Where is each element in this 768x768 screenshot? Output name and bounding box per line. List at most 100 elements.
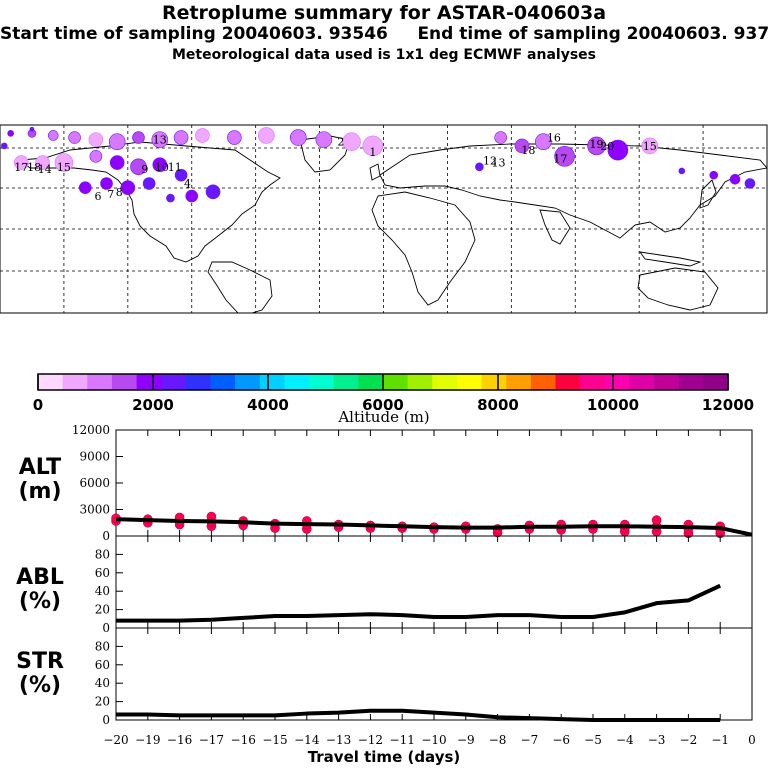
x-tick-label: 0 xyxy=(748,733,756,747)
plume-marker xyxy=(14,155,29,170)
coastline-greenland xyxy=(299,135,351,173)
alt-label-line2: (m) xyxy=(18,479,62,504)
plume-day-label: 2 xyxy=(337,136,344,149)
plume-marker xyxy=(132,131,145,144)
plume-day-label: 4 xyxy=(184,177,191,190)
plume-marker xyxy=(744,178,756,189)
colorbar-tick-label: 12000 xyxy=(702,396,754,414)
median-altitude-line xyxy=(115,517,753,537)
abl-label-line1: ABL xyxy=(16,565,64,590)
plume-marker xyxy=(89,150,103,163)
colorbar-segment xyxy=(654,374,680,390)
plume-marker xyxy=(173,130,189,145)
colorbar-segment xyxy=(210,374,236,390)
plume-day-label: 20 xyxy=(600,140,614,153)
colorbar-segment xyxy=(111,374,137,390)
plume-marker xyxy=(205,184,221,200)
x-tick-label: −17 xyxy=(199,733,224,747)
plume-day-label: 15 xyxy=(57,161,71,174)
plume-marker xyxy=(174,168,188,182)
coastline-europe-asia xyxy=(379,143,768,239)
plume-marker xyxy=(227,130,242,145)
plume-marker xyxy=(729,174,741,185)
plume-marker xyxy=(195,128,210,143)
plume-marker xyxy=(0,142,8,150)
series-line-2 xyxy=(116,708,721,722)
y-tick-label: 9000 xyxy=(79,450,110,464)
alt-label-line1: ALT xyxy=(18,455,62,480)
plume-day-label: 14 xyxy=(38,163,52,176)
colorbar-segment xyxy=(703,374,729,390)
colorbar-segment xyxy=(506,374,532,390)
coastline-north-america xyxy=(18,141,281,263)
y-tick-label: 60 xyxy=(95,658,110,672)
plume-day-label: 18 xyxy=(521,144,535,157)
plume-day-label: 17 xyxy=(553,152,567,165)
plume-day-label: 13 xyxy=(492,157,506,170)
x-axis-title: Travel time (days) xyxy=(307,748,461,766)
x-tick-label: −13 xyxy=(326,733,351,747)
x-tick-label: −12 xyxy=(358,733,383,747)
colorbar-segment xyxy=(555,374,581,390)
colorbar-tick-label: 4000 xyxy=(247,396,289,414)
y-tick-label: 6000 xyxy=(79,476,110,490)
coastline-south-america xyxy=(207,261,273,314)
coastline-africa xyxy=(371,191,476,306)
plume-marker xyxy=(289,129,307,146)
plume-marker xyxy=(678,167,686,175)
plume-day-label: 16 xyxy=(547,132,561,145)
colorbar-segment xyxy=(259,374,285,390)
plume-marker xyxy=(68,131,81,144)
y-tick-label: 80 xyxy=(95,547,110,561)
plume-marker xyxy=(29,126,35,132)
colorbar-tick-label: 0 xyxy=(33,396,43,414)
plume-marker xyxy=(258,127,275,144)
plume-marker xyxy=(108,133,126,151)
plume-day-label: 12 xyxy=(483,155,497,168)
plume-marker xyxy=(166,193,175,203)
y-tick-label: 0 xyxy=(102,621,110,635)
colorbar-tick-label: 6000 xyxy=(362,396,404,414)
colorbar-segment xyxy=(530,374,556,390)
plume-marker xyxy=(35,155,50,170)
colorbar-segment xyxy=(284,374,310,390)
colorbar-segment xyxy=(432,374,458,390)
colorbar-title: Altitude (m) xyxy=(338,408,430,426)
y-tick-label: 40 xyxy=(95,584,110,598)
met-data-line: Meteorological data used is 1x1 deg ECMW… xyxy=(172,47,596,63)
colorbar-segment xyxy=(87,374,113,390)
x-tick-label: −20 xyxy=(103,733,128,747)
plume-marker xyxy=(152,157,168,172)
plume-marker xyxy=(54,153,74,172)
plume-marker xyxy=(109,155,125,170)
plume-marker xyxy=(78,181,92,194)
plume-day-label: 7 xyxy=(107,188,114,201)
colorbar-segment xyxy=(136,374,162,390)
plume-marker xyxy=(185,189,199,203)
plume-day-label: 6 xyxy=(95,190,102,203)
colorbar-segment xyxy=(629,374,655,390)
panel-frame-1 xyxy=(115,535,753,629)
str-label-line2: (%) xyxy=(18,673,62,698)
plume-day-label: 19 xyxy=(590,138,604,151)
plume-day-label: 18 xyxy=(27,161,41,174)
y-tick-label: 0 xyxy=(102,529,110,543)
str-panel-label: STR (%) xyxy=(0,650,80,698)
x-tick-label: −14 xyxy=(294,733,320,747)
colorbar-tick-label: 8000 xyxy=(477,396,519,414)
plume-day-label: 8 xyxy=(116,186,123,199)
x-tick-label: −2 xyxy=(680,733,698,747)
x-tick-label: −19 xyxy=(135,733,160,747)
plume-marker xyxy=(142,177,156,190)
y-tick-label: 20 xyxy=(95,695,110,709)
plume-marker xyxy=(88,132,104,147)
colorbar-segment xyxy=(62,374,88,390)
y-tick-label: 80 xyxy=(95,639,110,653)
sampling-times: Start time of sampling 20040603. 93546 E… xyxy=(0,24,768,44)
colorbar-segment xyxy=(481,374,507,390)
colorbar-tick-label: 2000 xyxy=(132,396,174,414)
plume-marker xyxy=(47,130,59,141)
